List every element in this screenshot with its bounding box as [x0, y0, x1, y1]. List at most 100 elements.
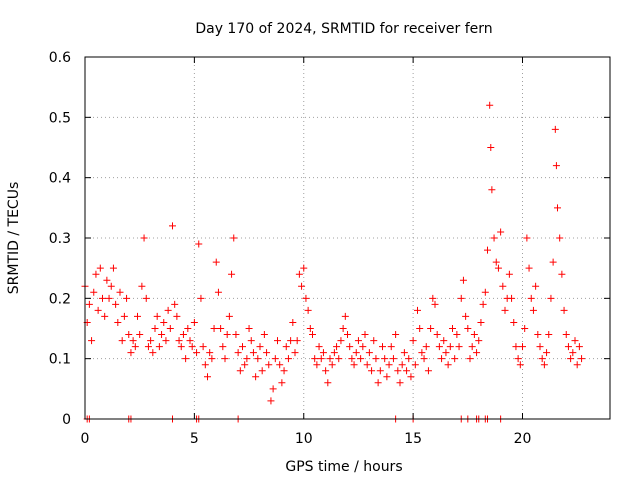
data-point — [357, 355, 365, 363]
data-point — [241, 361, 249, 369]
x-tick-label: 5 — [190, 431, 199, 447]
data-point — [278, 379, 286, 387]
data-point — [547, 294, 555, 302]
data-point — [543, 349, 551, 357]
data-point — [344, 331, 351, 339]
data-point — [166, 325, 174, 332]
data-point — [201, 361, 209, 369]
data-point — [197, 294, 205, 302]
data-point — [274, 337, 281, 345]
x-axis-label: GPS time / hours — [285, 459, 402, 475]
data-point — [304, 306, 312, 314]
data-point — [494, 264, 502, 272]
data-point — [182, 355, 190, 363]
data-point — [562, 331, 570, 339]
data-point — [427, 325, 435, 332]
data-point — [160, 318, 168, 326]
data-point — [387, 343, 395, 351]
data-point — [575, 343, 583, 351]
data-point — [492, 258, 500, 266]
data-point — [501, 306, 509, 314]
data-point — [578, 355, 586, 363]
data-point — [571, 337, 579, 345]
data-point — [212, 258, 220, 266]
data-point — [306, 325, 314, 332]
data-point — [258, 367, 266, 375]
data-point — [372, 355, 380, 363]
chart-title: Day 170 of 2024, SRMTID for receiver fer… — [195, 21, 492, 37]
data-point — [348, 355, 356, 363]
data-point — [208, 355, 216, 363]
data-point — [144, 343, 152, 351]
x-tick-label: 0 — [81, 431, 90, 447]
data-point — [497, 228, 505, 236]
x-tick-label: 15 — [404, 431, 422, 447]
data-point — [164, 306, 172, 314]
data-point — [510, 318, 518, 326]
data-point — [280, 367, 288, 375]
data-point — [481, 288, 489, 296]
data-point — [416, 325, 424, 332]
data-point — [99, 294, 106, 302]
data-point — [451, 355, 459, 363]
data-point — [545, 331, 553, 339]
data-point — [101, 312, 109, 320]
data-point — [512, 343, 520, 351]
data-point — [204, 373, 211, 381]
data-point — [486, 101, 494, 109]
data-point — [433, 331, 441, 339]
data-point — [179, 331, 187, 339]
data-point — [361, 331, 369, 339]
data-point — [217, 325, 225, 332]
data-point — [573, 361, 581, 369]
data-point — [243, 355, 251, 363]
data-point — [232, 331, 240, 339]
data-point — [346, 343, 354, 351]
data-point — [295, 270, 303, 278]
data-point — [429, 294, 437, 302]
data-point — [289, 318, 297, 326]
data-point — [551, 125, 559, 133]
data-point — [341, 312, 349, 320]
data-point — [457, 294, 465, 302]
data-point — [234, 349, 242, 357]
data-point — [368, 367, 376, 375]
data-point — [109, 264, 117, 272]
data-point — [171, 300, 179, 308]
data-point — [190, 318, 198, 326]
data-point — [265, 361, 273, 369]
data-point — [184, 325, 192, 332]
data-point — [230, 234, 238, 242]
data-point — [534, 331, 542, 339]
data-point — [324, 379, 332, 387]
data-point — [529, 306, 537, 314]
data-point — [409, 337, 417, 345]
data-point — [94, 306, 102, 314]
data-point — [398, 361, 406, 369]
data-point — [370, 337, 378, 345]
data-point — [269, 385, 277, 393]
data-point — [90, 288, 98, 296]
data-point — [383, 373, 391, 381]
data-point — [521, 325, 529, 332]
data-point — [199, 343, 207, 351]
data-points — [81, 101, 586, 405]
data-point — [302, 294, 310, 302]
data-point — [254, 355, 262, 363]
data-point — [333, 343, 341, 351]
data-point — [488, 186, 496, 194]
data-point — [394, 367, 402, 375]
data-point — [85, 300, 93, 308]
data-point — [536, 343, 544, 351]
data-point — [431, 300, 439, 308]
data-point — [107, 282, 115, 290]
data-point — [468, 343, 476, 351]
y-tick-label: 0 — [62, 412, 71, 428]
data-point — [193, 349, 201, 357]
data-point — [282, 343, 290, 351]
data-point — [523, 234, 531, 242]
data-point — [153, 312, 161, 320]
data-point — [442, 349, 450, 357]
data-point — [484, 246, 491, 254]
y-tick-label: 0.6 — [49, 50, 71, 66]
